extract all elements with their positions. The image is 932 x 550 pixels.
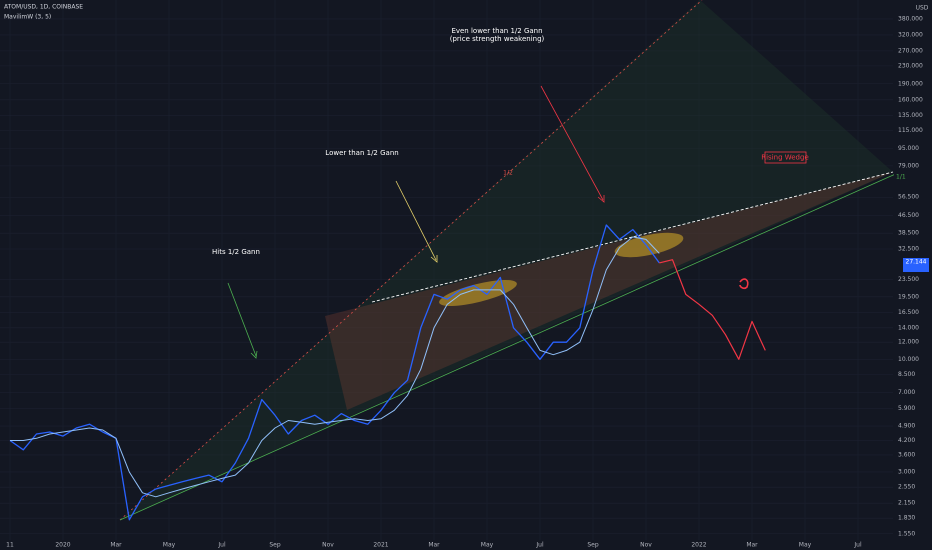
y-tick-label: 320.000 [898,31,923,38]
x-tick-label: Jul [217,542,226,549]
indicator-label: MavilimW (3, 5) [4,14,51,21]
y-tick-label: 8.500 [898,371,915,378]
annotation: Rising Wedge [761,154,809,162]
gann-fan-fill [120,0,893,520]
y-tick-label: 4.200 [898,437,915,444]
price-tag [903,258,929,272]
gann-one-line [119,171,901,521]
annotation: Hits 1/2 Gann [212,248,260,256]
y-tick-label: 4.900 [898,423,915,430]
annotation: Lower than 1/2 Gann [325,149,398,157]
gann-label: 1/1 [896,174,906,181]
x-tick-label: May [799,542,812,549]
y-tick-label: 23.500 [898,276,919,283]
x-tick-label: Nov [322,542,334,549]
x-tick-label: 2020 [55,542,70,549]
last-price: 27.144 [906,259,927,266]
highlight [614,232,684,258]
gann-half-line [119,0,703,521]
annotation: (price strength weakening) [450,35,545,43]
currency: USD [916,5,929,12]
x-tick-label: Mar [746,542,758,549]
x-axis-bg [0,540,932,550]
x-tick-label: Sep [269,542,281,549]
y-tick-label: 38.500 [898,230,919,237]
y-tick-label: 12.000 [898,339,919,346]
series-line [10,236,660,498]
y-tick-label: 79.000 [898,162,919,169]
x-tick-label: 2021 [373,542,388,549]
x-tick-label: Mar [428,542,440,549]
x-tick-label: May [481,542,494,549]
x-tick-label: Nov [640,542,652,549]
y-tick-label: 10.000 [898,356,919,363]
x-tick-label: 2022 [691,542,706,549]
y-axis-bg [894,0,932,550]
axes: 380.000 320.000 270.000 230.000 190.000 160.0… [6,15,923,548]
y-tick-label: 2.150 [898,500,915,507]
gann-label: 1/2 [503,170,513,177]
y-tick-label: 14.000 [898,324,919,331]
arrows [227,85,749,359]
x-tick-label: Jul [535,542,544,549]
x-tick-label: 11 [6,542,14,549]
y-tick-label: 1.830 [898,515,915,522]
y-tick-label: 7.000 [898,389,915,396]
y-tick-label: 160.000 [898,96,923,103]
y-tick-label: 380.000 [898,15,923,22]
annotation: Even lower than 1/2 Gann [451,27,542,35]
x-tick-label: Mar [110,542,122,549]
y-tick-label: 32.500 [898,245,919,252]
y-tick-label: 135.000 [898,112,923,119]
y-tick-label: 19.500 [898,293,919,300]
wedge-fill [325,172,893,410]
series-line [9,224,660,521]
y-tick-label: 56.500 [898,194,919,201]
wedge-top [371,171,894,303]
y-tick-label: 230.000 [898,62,923,69]
grid [0,0,893,540]
chart-title: ATOM/USD, 1D, COINBASE [4,4,83,11]
y-tick-label: 115.000 [898,127,923,134]
y-tick-label: 270.000 [898,47,923,54]
y-tick-label: 16.500 [898,309,919,316]
series-line [659,259,766,360]
x-tick-label: May [163,542,176,549]
y-tick-label: 3.600 [898,451,915,458]
y-tick-label: 2.550 [898,484,915,491]
highlight [439,279,517,307]
y-tick-label: 3.000 [898,468,915,475]
y-tick-label: 5.900 [898,405,915,412]
y-tick-label: 190.000 [898,80,923,87]
y-tick-label: 1.550 [898,530,915,537]
y-tick-label: 95.000 [898,145,919,152]
x-tick-label: Jul [853,542,862,549]
wedge-box [764,151,807,164]
y-tick-label: 46.500 [898,212,919,219]
series [9,224,766,521]
x-tick-label: Sep [587,542,599,549]
